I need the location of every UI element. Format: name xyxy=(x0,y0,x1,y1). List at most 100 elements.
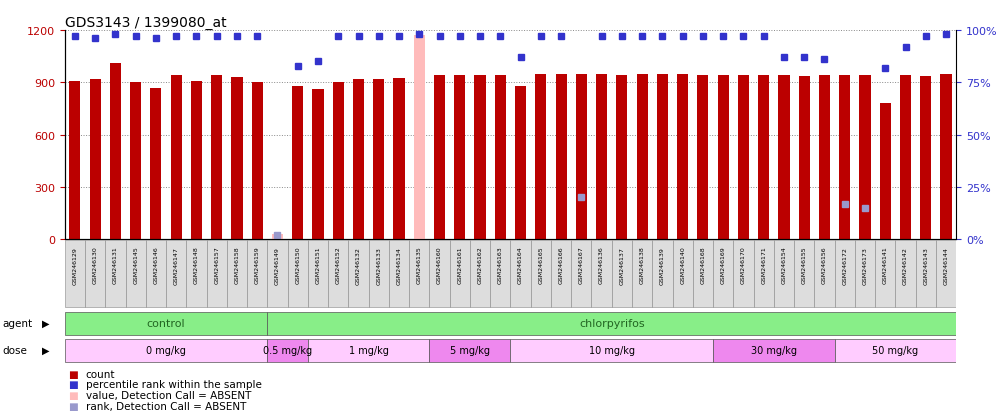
Text: GSM246145: GSM246145 xyxy=(133,246,138,284)
Bar xyxy=(815,240,835,307)
Text: chlorpyrifos: chlorpyrifos xyxy=(579,318,644,329)
Bar xyxy=(429,240,449,307)
Bar xyxy=(835,240,855,307)
Bar xyxy=(267,339,308,362)
Bar xyxy=(409,240,429,307)
Text: GSM246169: GSM246169 xyxy=(721,246,726,284)
Text: 50 mg/kg: 50 mg/kg xyxy=(872,345,918,356)
Bar xyxy=(166,240,186,307)
Text: GSM246154: GSM246154 xyxy=(782,246,787,284)
Text: GSM246143: GSM246143 xyxy=(923,246,928,284)
Text: 1 mg/kg: 1 mg/kg xyxy=(349,345,388,356)
Text: GSM246142: GSM246142 xyxy=(903,246,908,284)
Bar xyxy=(535,74,547,240)
Text: GSM246150: GSM246150 xyxy=(295,246,300,284)
Bar xyxy=(576,74,587,240)
Bar xyxy=(531,240,551,307)
Text: GSM246130: GSM246130 xyxy=(93,246,98,284)
Text: 10 mg/kg: 10 mg/kg xyxy=(589,345,634,356)
Bar xyxy=(106,240,125,307)
Bar xyxy=(592,240,612,307)
Text: GSM246159: GSM246159 xyxy=(255,246,260,284)
Bar xyxy=(145,240,166,307)
Text: dose: dose xyxy=(2,345,27,355)
Bar xyxy=(252,83,263,240)
Bar xyxy=(170,76,181,240)
Bar xyxy=(150,88,161,240)
Text: count: count xyxy=(86,369,116,379)
Bar xyxy=(231,78,242,240)
Bar xyxy=(267,312,956,335)
Text: 0 mg/kg: 0 mg/kg xyxy=(146,345,186,356)
Text: GSM246137: GSM246137 xyxy=(620,246,624,284)
Text: percentile rank within the sample: percentile rank within the sample xyxy=(86,380,262,389)
Bar xyxy=(652,240,672,307)
Text: GSM246140: GSM246140 xyxy=(680,246,685,284)
Bar xyxy=(191,81,202,240)
Text: GSM246144: GSM246144 xyxy=(943,246,948,284)
Bar xyxy=(70,81,81,240)
Text: GSM246129: GSM246129 xyxy=(73,246,78,284)
Bar xyxy=(288,240,308,307)
Bar xyxy=(510,339,713,362)
Text: GSM246146: GSM246146 xyxy=(153,246,158,284)
Text: 0.5 mg/kg: 0.5 mg/kg xyxy=(263,345,312,356)
Bar xyxy=(308,240,328,307)
Text: GSM246138: GSM246138 xyxy=(639,246,644,284)
Bar xyxy=(713,339,835,362)
Bar xyxy=(515,87,526,240)
Text: GSM246139: GSM246139 xyxy=(660,246,665,284)
Text: GSM246148: GSM246148 xyxy=(194,246,199,284)
Bar xyxy=(292,87,304,240)
Bar xyxy=(206,240,227,307)
Bar xyxy=(349,240,369,307)
Text: GSM246155: GSM246155 xyxy=(802,246,807,284)
Bar xyxy=(774,240,794,307)
Text: GSM246151: GSM246151 xyxy=(316,246,321,284)
Bar xyxy=(915,240,936,307)
Bar xyxy=(677,75,688,240)
Text: GSM246133: GSM246133 xyxy=(376,246,381,284)
Bar xyxy=(656,74,668,240)
Bar xyxy=(353,80,365,240)
Bar xyxy=(697,76,708,240)
Bar xyxy=(713,240,733,307)
Bar xyxy=(510,240,531,307)
Text: GSM246152: GSM246152 xyxy=(336,246,341,284)
Text: ▶: ▶ xyxy=(42,318,50,328)
Bar xyxy=(449,240,470,307)
Text: GSM246173: GSM246173 xyxy=(863,246,868,284)
Text: GSM246163: GSM246163 xyxy=(498,246,503,284)
Bar xyxy=(490,240,510,307)
Text: GDS3143 / 1399080_at: GDS3143 / 1399080_at xyxy=(65,16,226,30)
Bar xyxy=(672,240,693,307)
Text: agent: agent xyxy=(2,318,32,328)
Bar xyxy=(799,77,810,240)
Bar xyxy=(940,74,951,240)
Bar xyxy=(333,83,344,240)
Text: GSM246149: GSM246149 xyxy=(275,246,280,284)
Text: GSM246132: GSM246132 xyxy=(356,246,361,284)
Text: GSM246167: GSM246167 xyxy=(579,246,584,284)
Bar xyxy=(875,240,895,307)
Text: GSM246162: GSM246162 xyxy=(477,246,482,284)
Bar xyxy=(272,234,283,240)
Bar xyxy=(556,75,567,240)
Text: GSM246168: GSM246168 xyxy=(700,246,705,284)
Bar xyxy=(612,240,632,307)
Text: GSM246172: GSM246172 xyxy=(843,246,848,284)
Bar xyxy=(840,76,851,240)
Bar xyxy=(470,240,490,307)
Bar xyxy=(130,83,141,240)
Text: GSM246166: GSM246166 xyxy=(559,246,564,284)
Bar xyxy=(474,76,486,240)
Text: GSM246161: GSM246161 xyxy=(457,246,462,284)
Bar xyxy=(211,76,222,240)
Bar xyxy=(551,240,572,307)
Bar xyxy=(835,339,956,362)
Text: control: control xyxy=(146,318,185,329)
Bar xyxy=(369,240,388,307)
Text: ■: ■ xyxy=(68,390,78,400)
Bar xyxy=(328,240,349,307)
Text: 30 mg/kg: 30 mg/kg xyxy=(751,345,797,356)
